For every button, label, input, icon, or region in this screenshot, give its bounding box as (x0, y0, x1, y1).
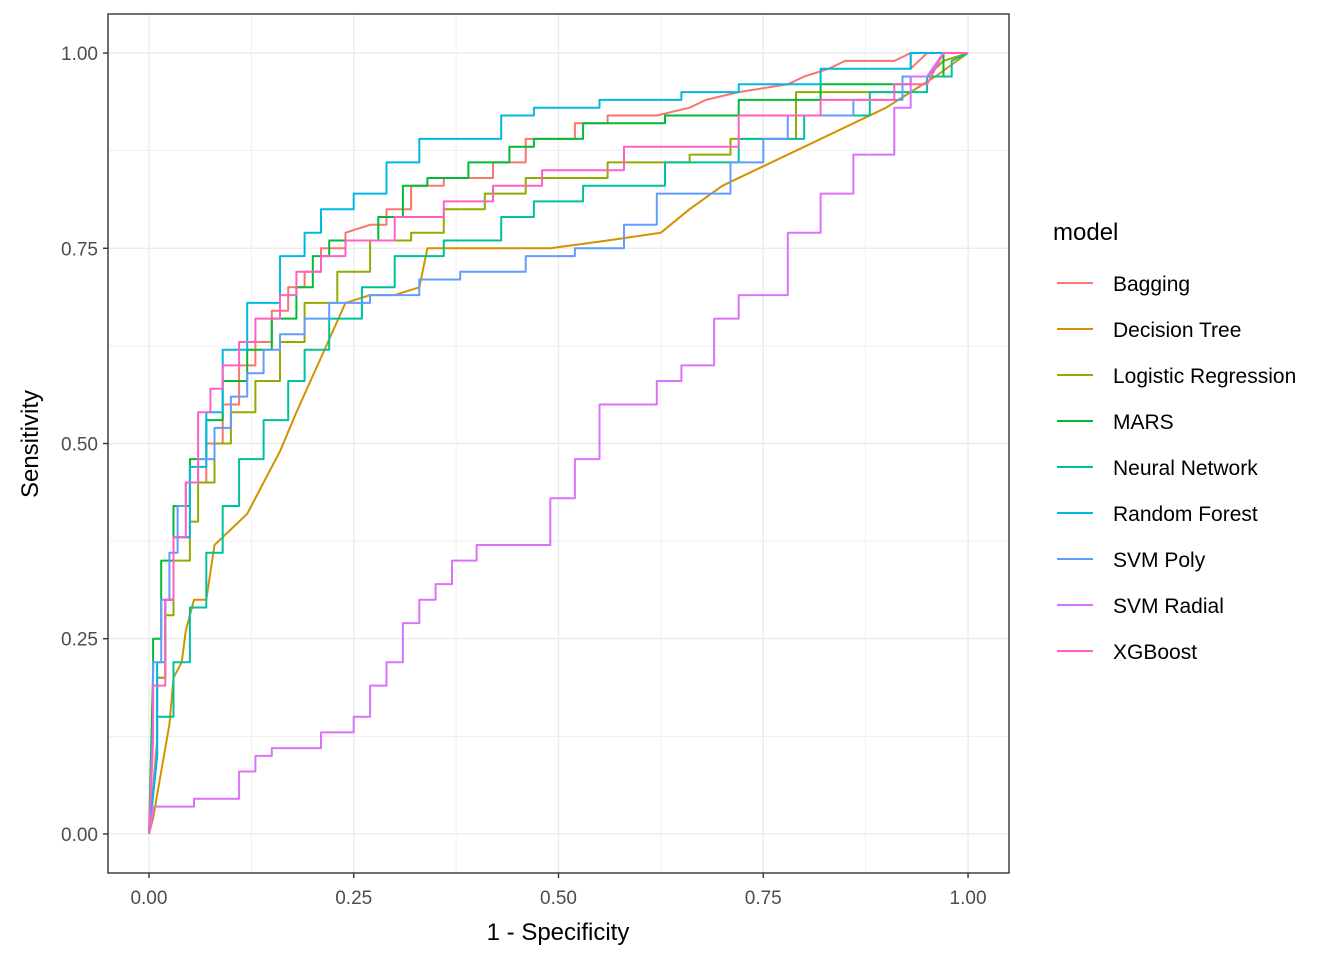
plot-panel (107, 13, 1010, 874)
legend-item-decision-tree: Decision Tree (1057, 319, 1241, 342)
legend: model Bagging Decision Tree Logistic Regre… (1053, 219, 1296, 664)
legend-items: Bagging Decision Tree Logistic Regression M… (1057, 273, 1296, 664)
grid-major (108, 14, 1009, 873)
legend-label: SVM Radial (1113, 595, 1224, 618)
y-axis-title: Sensitivity (17, 390, 44, 498)
x-tick-label: 0.50 (540, 888, 577, 909)
roc-line-neural-network (148, 52, 969, 835)
y-tick-label: 0.00 (61, 825, 98, 846)
x-tick-label: 0.25 (335, 888, 372, 909)
legend-label: SVM Poly (1113, 549, 1206, 572)
legend-title: model (1053, 219, 1118, 246)
legend-label: MARS (1113, 411, 1174, 434)
x-tick-label: 0.00 (130, 888, 167, 909)
legend-label: XGBoost (1113, 641, 1197, 664)
legend-label: Bagging (1113, 273, 1190, 296)
roc-line-xgboost (148, 52, 968, 835)
legend-item-neural-network: Neural Network (1057, 457, 1258, 480)
legend-item-xgboost: XGBoost (1057, 641, 1197, 664)
legend-item-svm-poly: SVM Poly (1057, 549, 1206, 572)
legend-item-random-forest: Random Forest (1057, 503, 1258, 526)
legend-item-svm-radial: SVM Radial (1057, 595, 1224, 618)
legend-label: Neural Network (1113, 457, 1258, 480)
x-tick-label: 1.00 (950, 888, 987, 909)
legend-label: Random Forest (1113, 503, 1258, 526)
legend-item-logistic-regression: Logistic Regression (1057, 365, 1296, 388)
roc-line-random-forest (148, 52, 968, 835)
series-layer (148, 52, 969, 835)
y-tick-label: 0.50 (61, 435, 98, 456)
x-axis: 0.00 0.25 0.50 0.75 1.00 (130, 873, 987, 909)
roc-line-svm-poly (148, 52, 968, 835)
roc-line-bagging (148, 52, 968, 835)
roc-line-svm-radial (148, 52, 968, 835)
legend-label: Logistic Regression (1113, 365, 1296, 388)
legend-item-bagging: Bagging (1057, 273, 1190, 296)
x-tick-label: 0.75 (745, 888, 782, 909)
y-tick-label: 0.25 (61, 630, 98, 651)
legend-label: Decision Tree (1113, 319, 1241, 342)
y-tick-label: 0.75 (61, 239, 98, 260)
legend-item-mars: MARS (1057, 411, 1174, 434)
y-tick-label: 1.00 (61, 44, 98, 65)
y-axis: 0.00 0.25 0.50 0.75 1.00 (61, 44, 108, 846)
x-axis-title: 1 - Specificity (487, 919, 630, 946)
